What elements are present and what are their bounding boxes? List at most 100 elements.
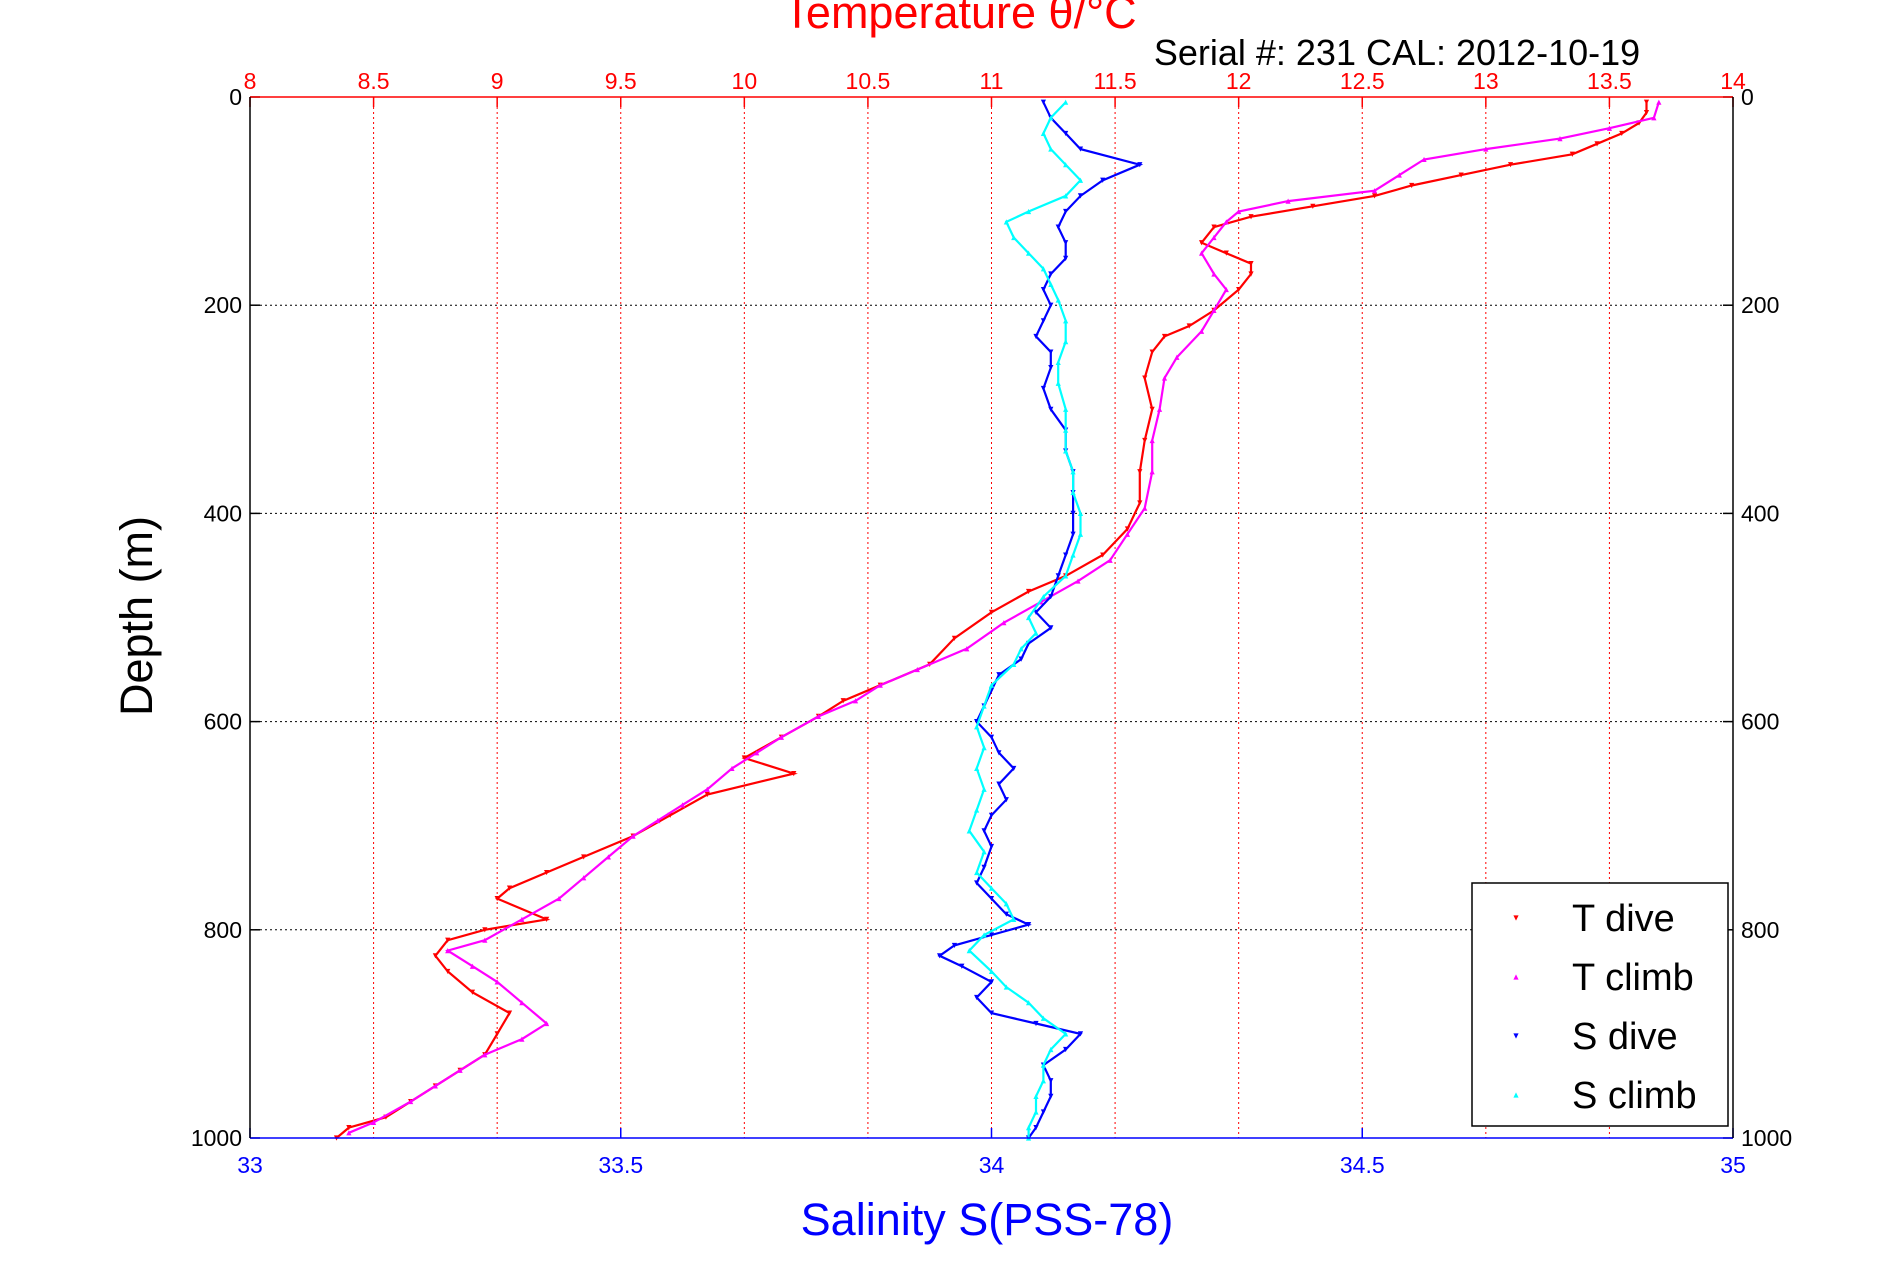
data-point <box>981 703 987 709</box>
data-point <box>1055 297 1061 303</box>
data-point <box>432 953 438 959</box>
data-point <box>981 849 987 855</box>
legend-label: S climb <box>1572 1075 1697 1117</box>
data-point <box>1033 1093 1039 1099</box>
data-point <box>914 666 920 673</box>
legend-label: T climb <box>1572 957 1694 999</box>
data-point <box>1149 469 1155 475</box>
data-point <box>996 781 1002 787</box>
data-point <box>1048 1093 1054 1099</box>
salinity-tick-label: 34.5 <box>1340 1152 1385 1178</box>
data-point <box>1137 162 1143 168</box>
data-point <box>519 1036 525 1042</box>
data-point <box>840 698 846 704</box>
data-point <box>1137 469 1143 475</box>
serial-annotation: Serial #: 231 CAL: 2012-10-19 <box>1154 32 1640 73</box>
data-point <box>1372 193 1378 199</box>
data-point <box>1033 1124 1039 1131</box>
data-point <box>1619 130 1625 137</box>
data-point <box>1142 375 1148 381</box>
data-point <box>1211 234 1217 241</box>
data-point <box>506 1010 513 1016</box>
data-point <box>445 968 451 975</box>
data-point <box>1048 349 1054 355</box>
temperature-tick-label: 9.5 <box>605 68 637 94</box>
data-point <box>556 895 562 902</box>
data-point <box>1011 765 1017 772</box>
data-point <box>469 963 476 969</box>
temperature-tick-label: 8 <box>244 68 257 94</box>
data-point <box>1211 224 1217 230</box>
legend-marker <box>1513 915 1519 921</box>
series-t-climb <box>346 99 1662 1136</box>
data-point <box>445 948 451 954</box>
data-point <box>996 750 1002 756</box>
data-point <box>754 750 760 756</box>
legend: T dive T climb S dive S climb <box>1471 882 1729 1127</box>
data-point <box>936 953 943 959</box>
data-point <box>974 724 980 730</box>
data-point <box>1149 437 1155 444</box>
data-point <box>544 916 550 922</box>
series-s-climb <box>966 99 1084 1141</box>
data-point <box>1063 448 1069 454</box>
depth-tick-label-left: 0 <box>229 84 242 110</box>
data-point <box>1236 208 1242 215</box>
data-point <box>1063 193 1069 199</box>
legend-marker <box>1513 974 1519 980</box>
depth-tick-label-left: 800 <box>204 917 242 943</box>
data-point <box>959 963 965 969</box>
data-point <box>1003 219 1009 225</box>
data-point <box>1025 1000 1032 1006</box>
salinity-tick-label: 33 <box>237 1152 263 1178</box>
data-point <box>951 942 958 949</box>
data-point <box>1070 469 1076 475</box>
data-point <box>1040 266 1047 272</box>
data-point <box>482 1052 488 1058</box>
data-point <box>1048 365 1054 371</box>
data-point <box>1211 271 1217 277</box>
data-point <box>1011 661 1017 667</box>
data-point <box>544 869 550 876</box>
chart-title: Temperature θ/°C <box>783 0 1136 38</box>
temperature-tick-label: 14 <box>1720 68 1746 94</box>
data-point <box>1236 286 1242 293</box>
data-point <box>1458 172 1464 178</box>
data-point <box>1161 375 1168 381</box>
data-point <box>1011 916 1017 922</box>
data-point <box>581 875 587 881</box>
temperature-tick-label: 10 <box>732 68 758 94</box>
data-point <box>1651 115 1657 121</box>
data-point <box>1100 552 1106 558</box>
data-point <box>988 812 995 818</box>
data-point <box>815 713 822 719</box>
data-point <box>346 1130 352 1136</box>
depth-tick-label-right: 200 <box>1741 292 1779 318</box>
data-point <box>988 979 995 985</box>
data-point <box>1063 318 1069 324</box>
data-point <box>1033 1109 1039 1115</box>
plot-frame <box>249 96 1734 1139</box>
data-point <box>704 786 710 792</box>
data-point <box>1055 224 1061 230</box>
data-point <box>981 828 987 834</box>
data-point <box>1077 193 1084 199</box>
data-point <box>346 1124 352 1131</box>
data-point <box>1100 177 1106 183</box>
data-point <box>1070 489 1076 496</box>
data-point <box>981 864 987 870</box>
data-point <box>1033 630 1039 636</box>
data-point <box>981 786 987 792</box>
data-point <box>1124 526 1131 532</box>
x-axis-title: Salinity S(PSS-78) <box>801 1194 1174 1245</box>
data-point <box>544 1020 550 1027</box>
data-point <box>408 1098 414 1105</box>
data-point <box>1033 1020 1039 1027</box>
data-point <box>655 817 661 824</box>
data-point <box>988 895 995 902</box>
data-point <box>1149 406 1155 412</box>
data-point <box>1063 339 1069 345</box>
data-point <box>1003 984 1009 990</box>
data-point <box>966 948 972 954</box>
